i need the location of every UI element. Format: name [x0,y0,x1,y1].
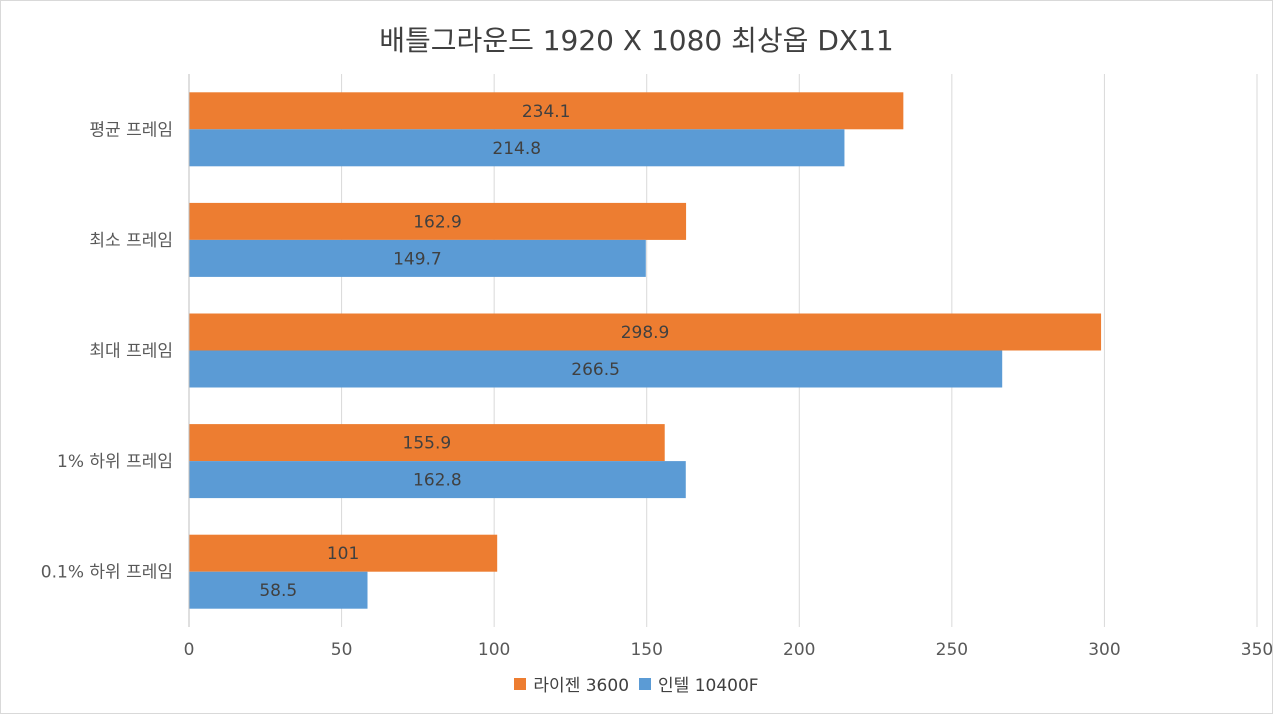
legend-swatch-series-2 [639,677,652,690]
bar [189,129,845,167]
bar [189,313,1102,351]
y-category-label: 0.1% 하위 프레임 [41,563,173,583]
bar [189,534,498,572]
chart-legend: 라이젠 3600 인텔 10400F [1,671,1272,696]
bar [189,424,665,462]
x-tick-label: 300 [1088,640,1120,660]
data-label: 214.8 [492,139,541,159]
y-category-label: 1% 하위 프레임 [57,452,173,472]
bar [189,92,904,130]
data-label: 298.9 [621,323,670,343]
x-tick-label: 0 [184,640,195,660]
data-label: 266.5 [571,360,620,380]
bar [189,461,686,499]
data-label: 234.1 [522,102,571,122]
legend-swatch-series-1 [514,677,527,690]
x-tick-label: 200 [783,640,815,660]
y-category-label: 최대 프레임 [89,342,173,362]
y-category-label: 평균 프레임 [89,120,173,140]
data-label: 155.9 [403,434,452,454]
x-tick-label: 350 [1241,640,1272,660]
chart-title: 배틀그라운드 1920 X 1080 최상옵 DX11 [379,24,894,57]
data-label: 162.8 [413,471,462,491]
y-category-label: 최소 프레임 [89,231,173,251]
legend-item-series-2: 인텔 10400F [639,671,759,696]
bar [189,239,646,277]
data-label: 58.5 [259,581,297,601]
legend-label-series-2: 인텔 10400F [658,676,759,696]
x-tick-label: 50 [331,640,353,660]
x-tick-label: 250 [936,640,968,660]
x-tick-label: 100 [478,640,510,660]
bar [189,571,368,609]
legend-label-series-1: 라이젠 3600 [533,676,630,696]
x-tick-label: 150 [630,640,662,660]
data-label: 162.9 [413,212,462,232]
bar [189,350,1003,388]
bar [189,202,687,240]
data-label: 101 [327,544,359,564]
data-label: 149.7 [393,249,442,269]
legend-item-series-1: 라이젠 3600 [514,671,629,696]
